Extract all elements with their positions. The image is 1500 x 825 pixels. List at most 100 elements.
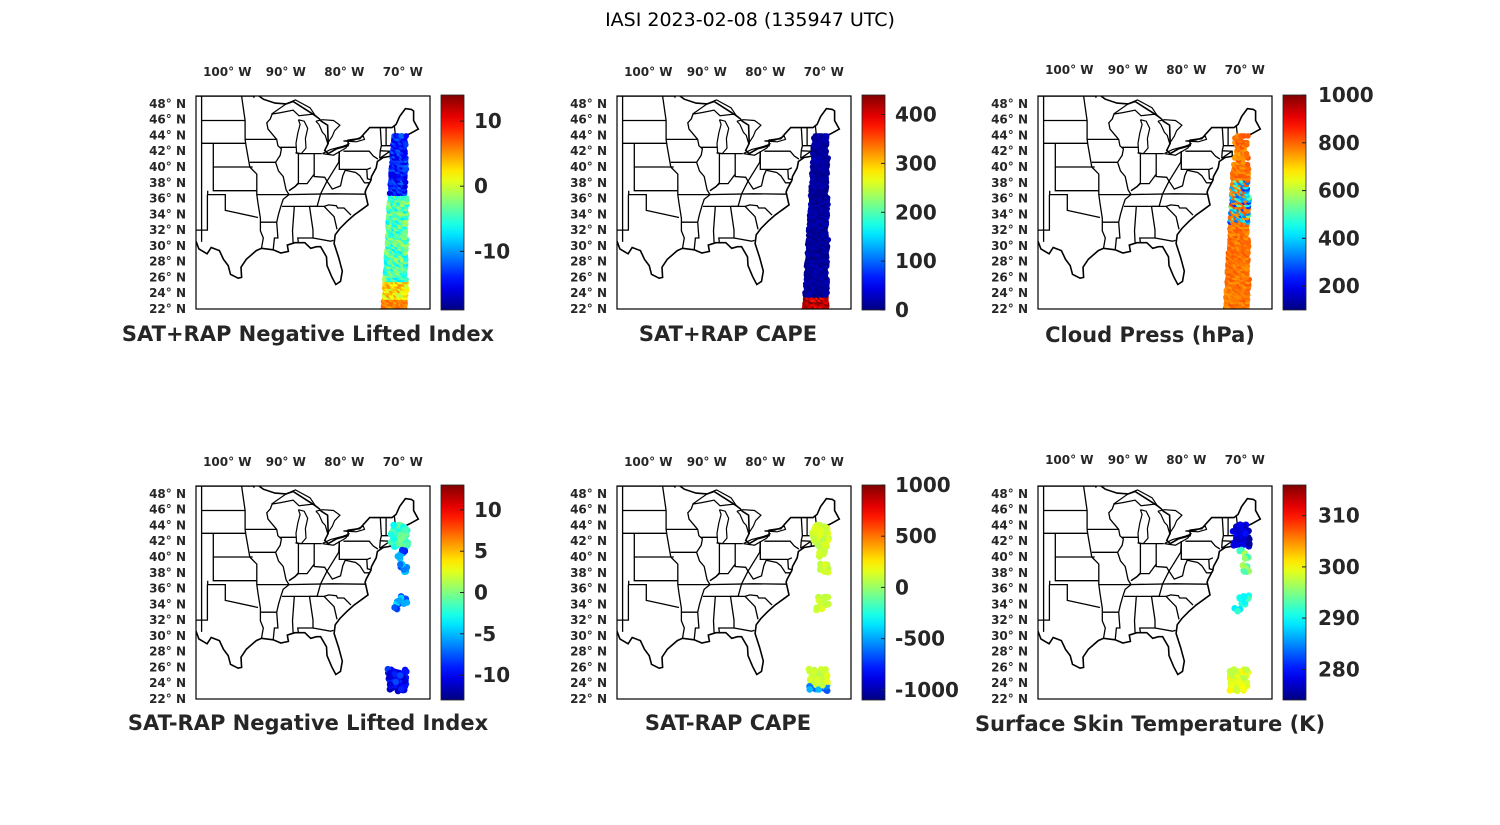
lake-outline xyxy=(736,509,762,535)
data-point xyxy=(396,597,403,604)
state-border xyxy=(297,206,314,243)
lake-outline xyxy=(716,509,730,545)
colorbar-tick-label: 600 xyxy=(1318,179,1360,203)
lat-tick-label: 46° N xyxy=(570,503,607,517)
state-border xyxy=(1049,580,1101,609)
lat-tick-label: 22° N xyxy=(991,302,1028,316)
state-border xyxy=(759,151,793,171)
lake-outline xyxy=(1164,532,1193,546)
lat-tick-label: 42° N xyxy=(149,144,186,158)
data-point xyxy=(386,681,394,688)
lat-tick-label: 22° N xyxy=(149,692,186,706)
lat-tick-label: 32° N xyxy=(149,223,186,237)
data-point xyxy=(390,535,398,543)
map-panel: 100° W 90° W 80° W 70° W 48° N 46° N44° N 42° … xyxy=(570,65,937,346)
state-border xyxy=(1158,169,1212,207)
state-border xyxy=(1130,563,1157,582)
state-border xyxy=(379,517,383,549)
data-point xyxy=(824,678,831,685)
lon-tick-label: 70° W xyxy=(804,65,844,79)
colorbar xyxy=(861,94,886,311)
lat-tick-label: 24° N xyxy=(570,676,607,690)
lon-tick-label: 100° W xyxy=(624,65,672,79)
state-border xyxy=(734,564,749,572)
state-border xyxy=(661,96,685,249)
lat-tick-label: 36° N xyxy=(149,192,186,206)
lat-tick-label: 26° N xyxy=(991,660,1028,674)
lon-tick-label: 80° W xyxy=(324,455,364,469)
lat-tick-label: 36° N xyxy=(570,192,607,206)
lake-outline xyxy=(271,489,316,507)
state-border xyxy=(1082,96,1106,249)
panel-title: SAT-RAP CAPE xyxy=(645,711,811,735)
panel-title: SAT+RAP Negative Lifted Index xyxy=(122,322,495,346)
lat-tick-label: 26° N xyxy=(149,270,186,284)
lat-tick-label: 24° N xyxy=(991,286,1028,300)
state-border xyxy=(212,167,257,192)
data-point xyxy=(386,673,393,681)
lat-tick-label: 34° N xyxy=(570,597,607,611)
lon-tick-label: 100° W xyxy=(203,65,251,79)
lat-tick-label: 36° N xyxy=(991,192,1028,206)
colorbar-tick-label: 200 xyxy=(1318,274,1360,298)
data-point xyxy=(823,672,831,680)
state-border xyxy=(733,627,755,632)
data-point xyxy=(1241,555,1249,562)
state-border xyxy=(286,193,367,196)
lon-tick-label: 90° W xyxy=(687,455,727,469)
colorbar xyxy=(1282,484,1307,701)
lake-outline xyxy=(1137,119,1151,155)
data-point xyxy=(403,668,410,675)
lon-tick-label: 70° W xyxy=(1225,453,1265,467)
lat-tick-label: 40° N xyxy=(149,550,186,564)
lake-outline xyxy=(1157,509,1183,535)
lat-tick-label: 28° N xyxy=(149,255,186,269)
lon-tick-label: 100° W xyxy=(624,455,672,469)
state-border xyxy=(718,596,735,633)
data-point xyxy=(398,685,405,693)
state-border xyxy=(379,127,383,159)
data-point xyxy=(387,530,395,538)
lake-outline xyxy=(764,525,787,533)
lat-tick-label: 32° N xyxy=(570,223,607,237)
state-border xyxy=(712,596,716,633)
data-point xyxy=(396,672,404,679)
state-border xyxy=(316,559,370,597)
state-border xyxy=(313,174,328,182)
lake-outline xyxy=(1164,142,1193,156)
colorbar-tick-label: -1000 xyxy=(895,678,959,702)
lon-tick-label: 100° W xyxy=(1045,453,1093,467)
map-panel: 100° W 90° W 80° W 70° W 48° N 46° N44° N 42° … xyxy=(128,455,510,735)
state-border xyxy=(1185,540,1221,550)
lake-outline xyxy=(322,142,351,156)
data-markers xyxy=(1226,521,1253,695)
data-point xyxy=(1232,685,1240,693)
state-border xyxy=(800,517,804,549)
lake-outline xyxy=(322,532,351,546)
lat-tick-label: 40° N xyxy=(149,160,186,174)
state-border xyxy=(240,96,264,249)
lat-tick-label: 32° N xyxy=(570,613,607,627)
coastline xyxy=(1038,96,1262,286)
lat-tick-label: 24° N xyxy=(570,286,607,300)
state-border xyxy=(712,206,716,243)
colorbar-tick-label: 0 xyxy=(895,298,909,322)
lat-tick-label: 38° N xyxy=(570,176,607,190)
data-point xyxy=(1233,536,1240,543)
map-panel: 100° W 90° W 80° W 70° W 48° N 46° N44° N 42° … xyxy=(975,453,1360,736)
data-markers xyxy=(1222,133,1252,309)
state-border xyxy=(1155,564,1170,572)
state-border xyxy=(1154,237,1176,242)
colorbar xyxy=(861,484,886,701)
colorbar xyxy=(440,94,465,311)
state-border xyxy=(1221,127,1225,159)
data-point xyxy=(1234,527,1241,535)
state-border xyxy=(312,627,334,632)
lon-tick-label: 70° W xyxy=(1225,63,1265,77)
state-border xyxy=(1130,173,1157,192)
state-border xyxy=(617,584,630,621)
data-point xyxy=(1236,547,1243,555)
state-border xyxy=(744,595,759,620)
colorbar-tick-label: -10 xyxy=(474,239,510,263)
lat-tick-label: 42° N xyxy=(570,534,607,548)
